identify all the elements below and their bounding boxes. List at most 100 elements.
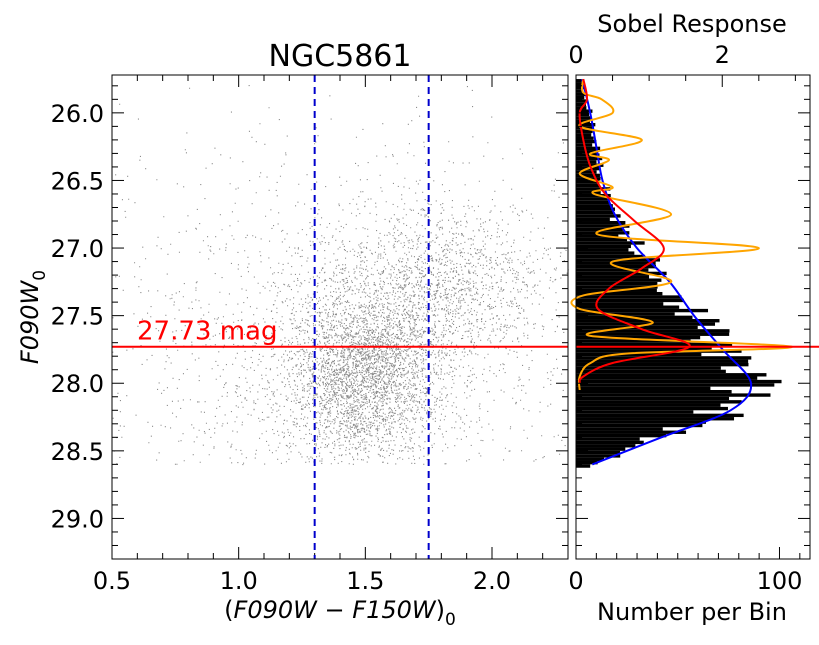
histogram-bar	[576, 352, 702, 357]
histogram-bar	[576, 413, 744, 418]
histogram-bar	[576, 146, 601, 151]
histogram-bar	[576, 221, 626, 225]
hist-x-tick-label: 0	[568, 567, 583, 595]
histogram-bar	[576, 187, 611, 191]
histogram-bar	[576, 373, 767, 377]
histogram-bar	[576, 156, 603, 161]
histogram-bar	[576, 400, 742, 404]
x-tick-label: 1.5	[346, 567, 384, 595]
histogram-bar	[576, 82, 584, 86]
histogram-bar	[576, 200, 609, 205]
histogram-bar	[576, 234, 619, 238]
histogram-bar	[576, 295, 682, 299]
histogram-bar	[576, 346, 712, 350]
histogram-bar	[576, 89, 584, 93]
histogram-bar	[576, 139, 597, 144]
histogram-bar	[576, 102, 587, 107]
histogram-bar	[576, 420, 707, 424]
histogram-bar	[576, 85, 584, 90]
histogram-bar	[576, 129, 593, 134]
histogram-bar	[576, 308, 709, 313]
histogram-bar	[576, 359, 749, 363]
histogram-bar	[576, 369, 726, 374]
y-tick-label: 27.5	[51, 303, 104, 331]
histogram-bar	[576, 342, 733, 347]
histogram-bar	[576, 457, 605, 461]
histogram-bar	[576, 231, 630, 235]
y-axis-label: F090W0	[16, 270, 50, 364]
histogram-bar	[576, 237, 628, 242]
histogram-bar	[576, 79, 582, 83]
left-overlays	[112, 75, 568, 559]
histogram-bar	[576, 122, 596, 127]
histogram-bar	[576, 112, 590, 117]
histogram-bar	[576, 251, 635, 255]
histogram-bar	[576, 450, 621, 455]
histogram-bar	[576, 204, 613, 208]
histogram-bar	[576, 275, 650, 279]
histogram-bar	[576, 335, 701, 340]
scatter-points	[112, 85, 569, 466]
histogram-bar	[576, 285, 658, 289]
histogram-bar	[576, 109, 593, 113]
histogram-bar	[576, 302, 664, 306]
histogram-bar	[576, 193, 611, 198]
number-per-bin-label: Number per Bin	[597, 598, 787, 626]
histogram-bar	[576, 180, 600, 184]
histogram-bar	[576, 393, 771, 397]
x-tick-label: 2.0	[473, 567, 511, 595]
histogram-bar	[576, 356, 752, 360]
histogram-bar	[576, 170, 597, 174]
sobel-tick-label: 2	[715, 41, 730, 69]
histogram-bar	[576, 183, 600, 188]
y-tick-label: 26.0	[51, 100, 104, 128]
right-axis-ticks: 0 100 0 2	[568, 41, 810, 595]
histogram-bar	[576, 224, 630, 228]
y-tick-label: 28.5	[51, 438, 104, 466]
histogram-bar	[576, 362, 749, 367]
histogram-bar	[576, 291, 663, 296]
histogram-bar	[576, 396, 730, 401]
histogram-bar	[576, 417, 735, 421]
histogram-bar	[576, 423, 703, 428]
histogram-bar	[576, 119, 590, 123]
histogram-bar	[576, 454, 621, 458]
histogram-bar	[576, 214, 621, 218]
histogram-bar	[576, 254, 645, 259]
histogram-bar	[576, 460, 598, 465]
histogram-bar	[576, 278, 662, 282]
histogram-plot-frame	[575, 74, 811, 560]
cmd-panel: 0.5 1.0 1.5 2.0 26.0 26.5 27.0 27.5 28.0 28.5 29.0…	[16, 39, 569, 630]
histogram-bar	[576, 227, 623, 232]
histogram-bar	[576, 271, 667, 276]
histogram-bar	[576, 241, 645, 245]
histogram-bar	[576, 440, 644, 445]
histogram-bar	[576, 403, 721, 407]
histogram-bar	[576, 379, 782, 384]
histogram-bar	[576, 210, 614, 215]
left-axis-ticks: 0.5 1.0 1.5 2.0 26.0 26.5 27.0 27.5 28.0 28.5 29.0	[51, 75, 569, 595]
y-tick-label: 27.0	[51, 235, 104, 263]
histogram-bar	[576, 244, 631, 249]
histogram-bar	[576, 116, 591, 120]
histogram-bars	[576, 79, 782, 468]
histogram-bar	[576, 312, 675, 316]
scatter-point-cloud	[112, 85, 569, 466]
histogram-bar	[576, 92, 587, 96]
histogram-bar	[576, 464, 591, 468]
chart-title: NGC5861	[269, 39, 412, 74]
histogram-bar	[576, 197, 610, 201]
histogram-bar	[576, 447, 626, 451]
histogram-bar	[576, 444, 636, 448]
histogram-bar	[576, 329, 730, 333]
x-tick-label: 0.5	[93, 567, 131, 595]
y-tick-label: 29.0	[51, 505, 104, 533]
histogram-bar	[576, 437, 640, 441]
sobel-response-label: Sobel Response	[597, 10, 786, 38]
histogram-bar	[576, 386, 711, 391]
histogram-bar	[576, 430, 687, 434]
histogram-bar	[576, 248, 629, 252]
histogram-bar	[576, 433, 667, 438]
histogram-bar	[576, 217, 610, 222]
histogram-bar	[576, 268, 649, 272]
